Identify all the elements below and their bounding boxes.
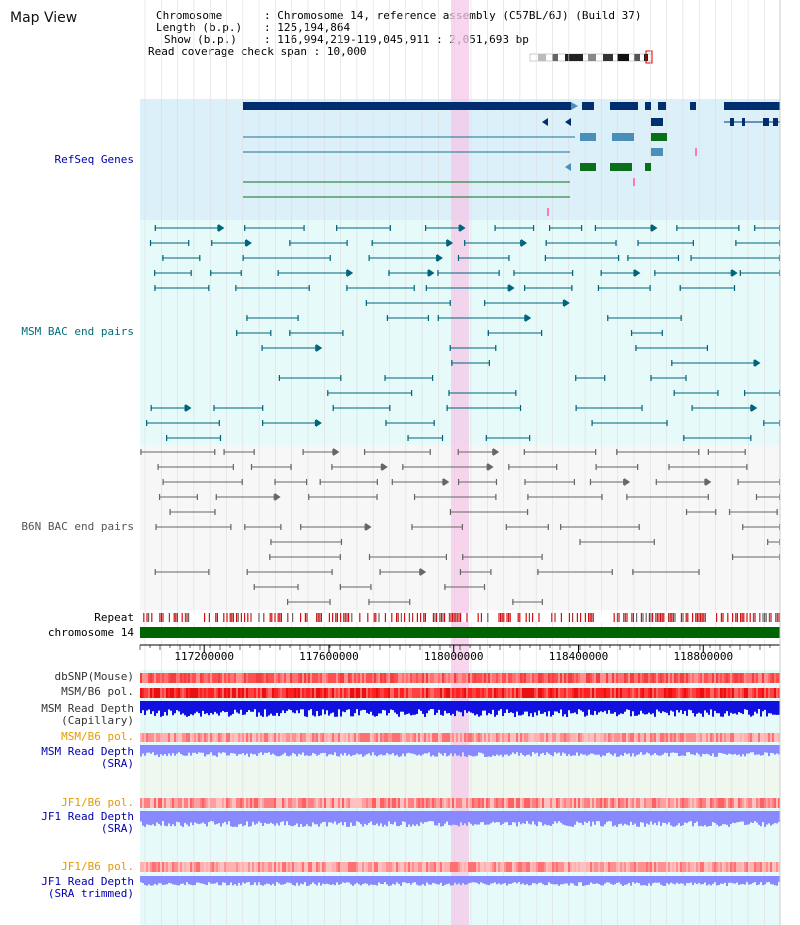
coverage-key: Read coverage check span <box>148 45 307 58</box>
axis-tick-label: 117600000 <box>299 650 359 663</box>
refseq-genes[interactable] <box>243 102 780 216</box>
jf1-read-depth-sra-label-2: (SRA) <box>100 822 134 835</box>
chromosome-ideogram[interactable] <box>529 50 653 64</box>
msm-read-depth-sra-label-2: (SRA) <box>100 757 134 770</box>
jf1-read-depth-sra-label-1: JF1 Read Depth <box>41 810 134 823</box>
repeat-label: Repeat <box>94 611 134 624</box>
jf1-b6-pol-label: JF1/B6 pol. <box>61 796 134 809</box>
msm-read-depth-cap-label-2: (Capillary) <box>61 714 134 727</box>
jf1-read-depth-trim-label-2: (SRA trimmed) <box>47 887 134 900</box>
axis-tick-label: 118400000 <box>549 650 609 663</box>
chromosome-bar[interactable] <box>140 627 780 638</box>
msm-b6-pol-2-label: MSM/B6 pol. <box>61 730 134 743</box>
msm-b6-pol-label: MSM/B6 pol. <box>61 685 134 698</box>
grid-lines <box>144 0 765 925</box>
length-value: : 125,194,864 <box>264 21 351 34</box>
show-key: Show (b.p.) <box>164 33 237 46</box>
b6n-bac-end-pairs[interactable] <box>140 448 786 605</box>
msm-bac-label: MSM BAC end pairs <box>21 325 134 338</box>
selection-highlight[interactable] <box>451 0 469 925</box>
axis-tick-label: 117200000 <box>174 650 234 663</box>
map-view-title: Map View <box>10 10 78 26</box>
jf1-b6-pol-2-label: JF1/B6 pol. <box>61 860 134 873</box>
repeat-track[interactable] <box>140 613 780 622</box>
chromosome-key: Chromosome <box>156 9 223 22</box>
msm-bac-end-pairs[interactable] <box>146 224 786 441</box>
length-key: Length (b.p.) <box>156 21 243 34</box>
heat-tracks[interactable] <box>140 673 780 886</box>
show-row: Show (b.p.): 116,994,219-119,045,911 : 2… <box>148 34 642 46</box>
length-row: Length (b.p.) : 125,194,864 <box>148 22 642 34</box>
axis-tick-label: 118000000 <box>424 650 484 663</box>
axis-tick-label: 118800000 <box>673 650 733 663</box>
position-axis: 117200000 117600000 118000000 118400000 1188… <box>139 644 781 663</box>
chromosome-label: chromosome 14 <box>47 626 134 639</box>
msm-read-depth-cap-label-1: MSM Read Depth <box>41 702 134 715</box>
refseq-genes-label: RefSeq Genes <box>54 153 134 166</box>
dbsnp-label: dbSNP(Mouse) <box>54 670 134 683</box>
b6n-bac-label: B6N BAC end pairs <box>21 520 134 533</box>
msm-read-depth-sra-label-1: MSM Read Depth <box>41 745 134 758</box>
jf1-read-depth-trim-label-1: JF1 Read Depth <box>41 875 134 888</box>
